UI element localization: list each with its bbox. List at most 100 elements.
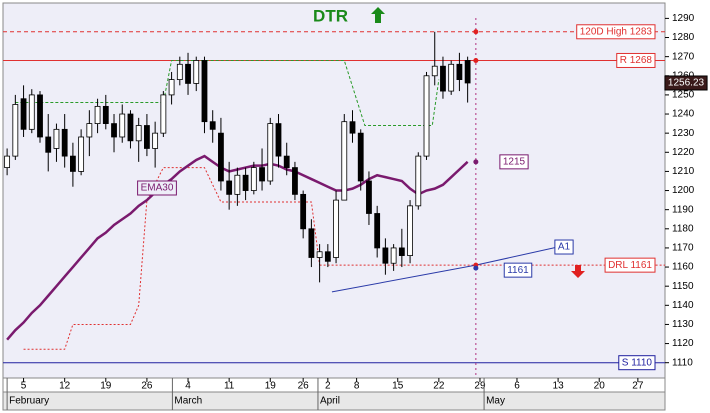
month-label: February: [9, 396, 49, 407]
candle-body: [374, 213, 381, 249]
down-arrow: [571, 265, 585, 278]
ema-value-label: 1215: [503, 156, 526, 167]
candle-body: [20, 98, 27, 130]
trend-name-label: A1: [558, 242, 571, 253]
candle-body: [218, 132, 224, 182]
candle-body: [185, 63, 191, 84]
level-label: DRL 1161: [608, 260, 652, 271]
y-tick-label: 1160: [672, 262, 694, 273]
y-tick-label: 1130: [672, 319, 694, 330]
y-tick-label: 1270: [672, 51, 695, 62]
x-tick-label: 6: [514, 381, 520, 392]
x-tick-label: 5: [21, 381, 27, 392]
level-label-box: [576, 24, 656, 40]
candle-body: [45, 136, 52, 153]
layers: 1110112011301140115011601170118011901200…: [3, 13, 708, 410]
candle-body: [176, 63, 183, 81]
y-tick-label: 1290: [672, 13, 695, 24]
x-tick-label: 26: [141, 381, 153, 392]
up-arrow: [371, 7, 385, 23]
candle-body: [423, 75, 430, 157]
candle-body: [78, 136, 85, 172]
y-tick-label: 1120: [672, 338, 694, 349]
candle-body: [440, 65, 446, 92]
x-tick-label: 8: [354, 381, 360, 392]
candle-body: [234, 174, 241, 195]
y-tick-label: 1170: [672, 243, 694, 254]
candle-body: [168, 79, 175, 96]
candle-body: [357, 132, 364, 182]
candle-body: [250, 167, 257, 191]
candle-body: [456, 63, 463, 81]
y-tick-label: 1220: [672, 147, 695, 158]
candle-body: [61, 128, 68, 157]
x-tick-label: 2: [325, 381, 331, 392]
trend-value-label-box: [503, 262, 533, 278]
level-label-box: [618, 355, 656, 371]
candle-body: [415, 155, 422, 207]
candle-body: [398, 247, 405, 256]
candle-body: [119, 113, 126, 138]
x-tick-label: 27: [632, 381, 644, 392]
x-tick-label: 12: [59, 381, 71, 392]
x-tick-label: 26: [298, 381, 310, 392]
level-label-box: [604, 257, 656, 273]
candle-body: [448, 63, 455, 92]
candle-body: [292, 167, 298, 195]
chart-title: DTR: [313, 6, 348, 25]
candle-body: [431, 65, 438, 77]
x-tick-label: 19: [265, 381, 277, 392]
candle-body: [4, 155, 11, 168]
candle-body: [390, 247, 397, 264]
candle-body: [275, 123, 282, 157]
candle-body: [209, 121, 216, 130]
candle-body: [70, 155, 76, 172]
y-tick-label: 1210: [672, 166, 695, 177]
candle-body: [226, 180, 233, 195]
y-tick-label: 1240: [672, 109, 695, 120]
x-tick-label: 13: [553, 381, 565, 392]
x-tick-label: 29: [474, 381, 486, 392]
y-tick-label: 1200: [672, 185, 695, 196]
trend-name-label-box: [554, 239, 574, 255]
candle-body: [152, 132, 159, 149]
candle-body: [300, 193, 307, 230]
x-tick-label: 4: [185, 381, 191, 392]
trend-marker: [473, 265, 479, 271]
candle-body: [201, 60, 208, 123]
candle-body: [242, 174, 249, 191]
candle-body: [135, 125, 142, 142]
month-label: May: [486, 396, 505, 407]
candle-body: [382, 247, 389, 264]
candle-body: [283, 155, 290, 168]
x-tick-label: 15: [392, 381, 404, 392]
candle-body: [341, 121, 348, 201]
candle-body: [127, 113, 134, 142]
candle-body: [464, 60, 471, 84]
level-label: 120D High 1283: [580, 26, 653, 37]
candle-body: [333, 199, 339, 258]
level-marker: [473, 29, 479, 35]
candle-body: [316, 251, 323, 258]
x-tick-label: 11: [224, 381, 235, 392]
ema-name-label-box: [137, 180, 177, 196]
y-tick-label: 1150: [672, 281, 694, 292]
y-tick-label: 1190: [672, 204, 694, 215]
candle-body: [407, 205, 413, 256]
level-label-box: [616, 52, 656, 68]
candle-body: [53, 128, 60, 149]
y-tick-label: 1250: [672, 90, 695, 101]
candle-body: [86, 123, 93, 138]
y-tick-label: 1140: [672, 300, 694, 311]
candle-body: [160, 94, 167, 134]
month-axis: [2, 391, 666, 411]
ema-marker: [473, 159, 479, 165]
y-tick-label: 1180: [672, 223, 694, 234]
ema-value-label-box: [499, 154, 529, 170]
level-label: S 1110: [622, 357, 653, 368]
y-tick-label: 1110: [672, 357, 693, 368]
level-marker: [473, 57, 479, 63]
x-tick-label: 19: [100, 381, 112, 392]
candle-body: [111, 123, 117, 138]
x-tick-label: 20: [594, 381, 606, 392]
